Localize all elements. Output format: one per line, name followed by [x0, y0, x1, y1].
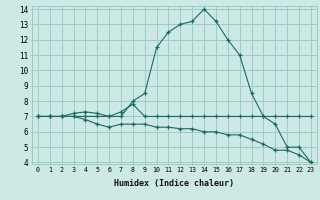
X-axis label: Humidex (Indice chaleur): Humidex (Indice chaleur): [115, 179, 234, 188]
